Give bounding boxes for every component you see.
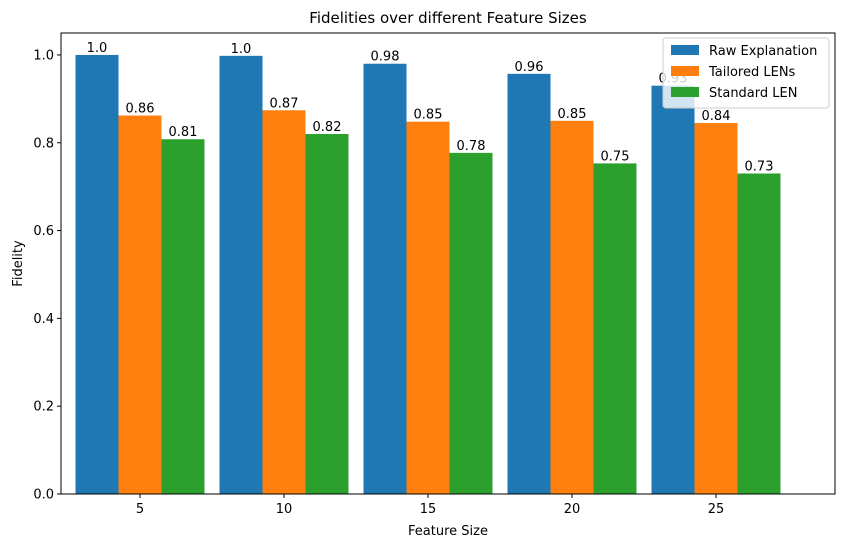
x-tick-label-10: 10 xyxy=(276,502,293,517)
bar-1-5 xyxy=(75,54,119,494)
data-label-1-20: 0.96 xyxy=(515,60,544,75)
bar-2-10 xyxy=(262,110,306,494)
data-label-1-5: 1.0 xyxy=(87,41,108,56)
plot-frame xyxy=(60,32,836,495)
y-tick-label-0.6: 0.6 xyxy=(33,224,54,239)
bars-group xyxy=(75,54,781,495)
data-label-2-20: 0.85 xyxy=(558,107,587,122)
bar-3-15 xyxy=(449,152,493,495)
legend-swatch-2 xyxy=(671,66,699,76)
data-label-2-25: 0.84 xyxy=(702,109,731,124)
legend-frame xyxy=(662,37,830,109)
data-label-3-25: 0.73 xyxy=(745,159,774,174)
bar-2-5 xyxy=(118,115,162,494)
bar-1-15 xyxy=(363,63,407,494)
y-axis-label: Fidelity xyxy=(11,240,26,287)
y-tick-label-0.0: 0.0 xyxy=(33,488,54,503)
x-axis: 5 10 15 20 25 xyxy=(136,494,724,517)
data-label-3-20: 0.75 xyxy=(601,149,630,164)
bar-2-20 xyxy=(550,120,594,495)
legend: Raw Explanation Tailored LENs Standard LEN xyxy=(662,37,830,109)
y-tick-label-0.4: 0.4 xyxy=(33,312,54,327)
data-label-3-10: 0.82 xyxy=(313,120,342,135)
legend-label-2: Tailored LENs xyxy=(708,65,796,80)
legend-label-1: Raw Explanation xyxy=(709,44,817,59)
x-tick-label-15: 15 xyxy=(420,502,437,517)
legend-label-3: Standard LEN xyxy=(709,86,797,101)
bar-2-25 xyxy=(694,123,738,494)
data-label-2-10: 0.87 xyxy=(270,96,299,111)
x-tick-label-20: 20 xyxy=(564,502,581,517)
y-tick-label-0.8: 0.8 xyxy=(33,136,54,151)
legend-swatch-1 xyxy=(671,45,699,55)
bar-3-5 xyxy=(161,139,205,495)
data-label-1-15: 0.98 xyxy=(371,50,400,65)
y-tick-label-0.2: 0.2 xyxy=(33,400,54,415)
bar-1-10 xyxy=(219,55,263,494)
x-tick-label-5: 5 xyxy=(136,502,144,517)
chart-title: Fidelities over different Feature Sizes xyxy=(309,9,587,27)
data-label-3-15: 0.78 xyxy=(457,139,486,154)
y-tick-label-1.0: 1.0 xyxy=(33,48,54,63)
data-label-3-5: 0.81 xyxy=(169,125,198,140)
legend-swatch-3 xyxy=(671,87,699,97)
data-label-2-15: 0.85 xyxy=(414,108,443,123)
x-axis-label: Feature Size xyxy=(408,524,488,539)
bar-1-20 xyxy=(507,73,551,495)
bar-2-15 xyxy=(406,121,450,494)
data-label-2-5: 0.86 xyxy=(126,102,155,117)
bar-3-20 xyxy=(593,163,637,494)
data-labels-group: 1.0 0.86 0.81 1.0 0.87 0.82 0.98 0.85 0.78 0.96 0.… xyxy=(87,41,774,175)
y-axis: 0.0 0.2 0.4 0.6 0.8 1.0 xyxy=(33,48,61,503)
data-label-1-10: 1.0 xyxy=(231,42,252,57)
bar-1-25 xyxy=(651,85,695,494)
x-tick-label-25: 25 xyxy=(708,502,725,517)
bar-3-25 xyxy=(737,173,781,494)
bar-3-10 xyxy=(305,133,349,494)
